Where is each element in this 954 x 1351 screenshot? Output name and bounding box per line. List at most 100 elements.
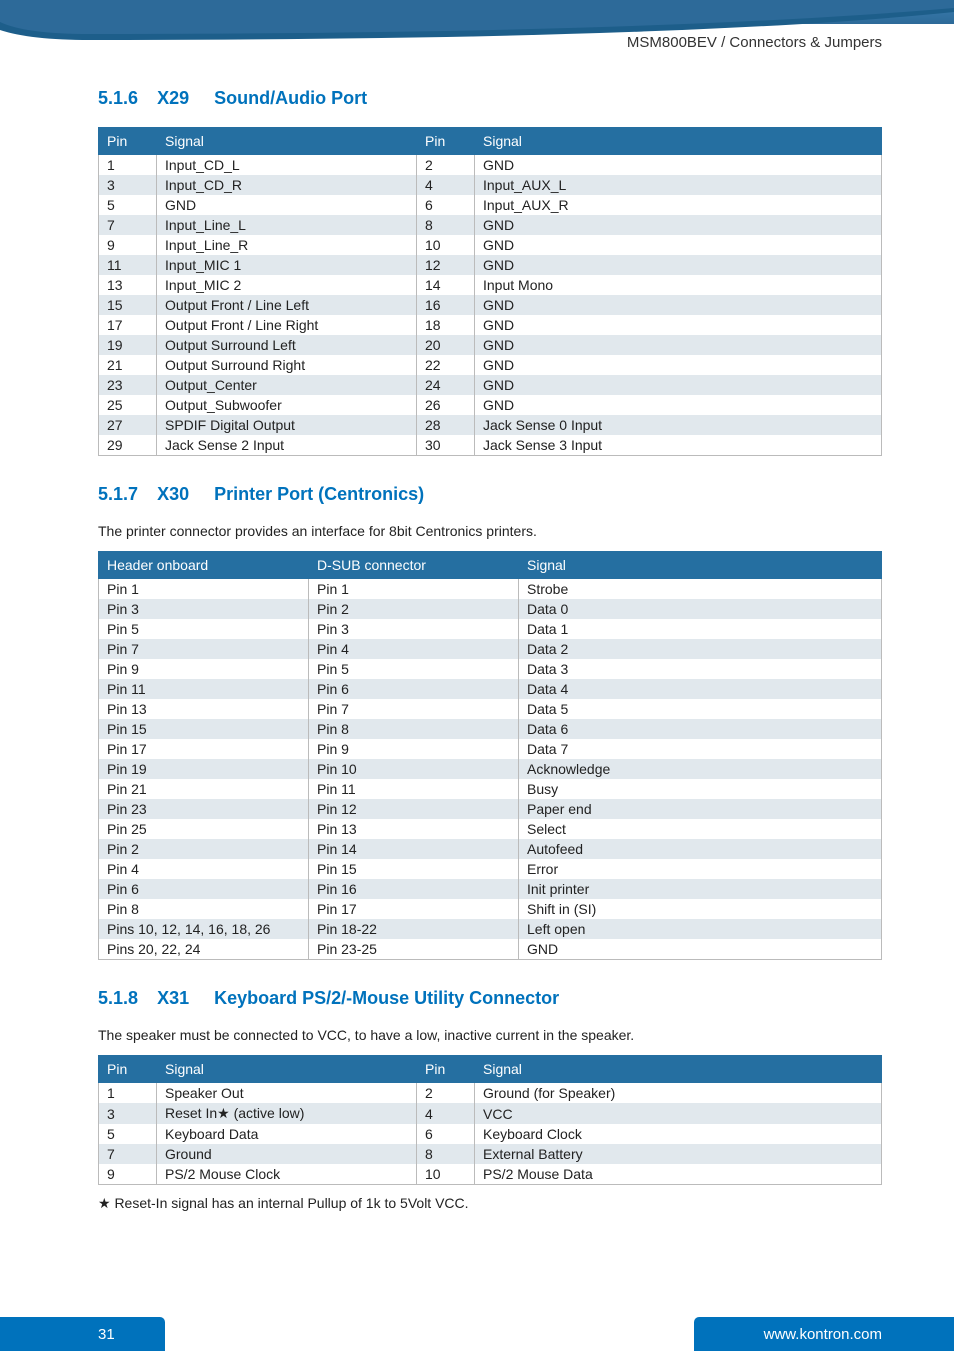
- dsub-cell: Pin 9: [309, 739, 519, 759]
- table-row: Pin 6Pin 16Init printer: [99, 879, 882, 899]
- dsub-cell: Pin 11: [309, 779, 519, 799]
- signal-cell: GND: [475, 375, 882, 395]
- table-x31: Pin Signal Pin Signal 1Speaker Out2Groun…: [98, 1055, 882, 1185]
- pin-cell: 19: [99, 335, 157, 355]
- header-onboard-cell: Pin 23: [99, 799, 309, 819]
- signal-cell: External Battery: [475, 1144, 882, 1164]
- col-pin: Pin: [99, 128, 157, 155]
- dsub-cell: Pin 6: [309, 679, 519, 699]
- pin-cell: 11: [99, 255, 157, 275]
- pin-cell: 2: [417, 1083, 475, 1104]
- table-row: Pin 4Pin 15Error: [99, 859, 882, 879]
- dsub-cell: Pin 5: [309, 659, 519, 679]
- table-row: 23Output_Center24GND: [99, 375, 882, 395]
- signal-cell: Data 1: [519, 619, 882, 639]
- col-dsub: D-SUB connector: [309, 552, 519, 579]
- pin-cell: 16: [417, 295, 475, 315]
- section-code: X29: [157, 88, 189, 108]
- signal-cell: Ground (for Speaker): [475, 1083, 882, 1104]
- pin-cell: 25: [99, 395, 157, 415]
- signal-cell: Data 0: [519, 599, 882, 619]
- section-code: X31: [157, 988, 189, 1008]
- signal-cell: Busy: [519, 779, 882, 799]
- table-row: 5GND6Input_AUX_R: [99, 195, 882, 215]
- dsub-cell: Pin 23-25: [309, 939, 519, 960]
- table-row: 9PS/2 Mouse Clock10PS/2 Mouse Data: [99, 1164, 882, 1185]
- signal-cell: GND: [475, 315, 882, 335]
- pin-cell: 20: [417, 335, 475, 355]
- dsub-cell: Pin 3: [309, 619, 519, 639]
- signal-cell: Shift in (SI): [519, 899, 882, 919]
- signal-cell: Input_AUX_L: [475, 175, 882, 195]
- table-row: Pin 23Pin 12Paper end: [99, 799, 882, 819]
- header-onboard-cell: Pin 9: [99, 659, 309, 679]
- header-onboard-cell: Pins 10, 12, 14, 16, 18, 26: [99, 919, 309, 939]
- table-row: Pin 8Pin 17Shift in (SI): [99, 899, 882, 919]
- page-content: 5.1.6 X29 Sound/Audio Port Pin Signal Pi…: [98, 88, 882, 1212]
- signal-cell: VCC: [475, 1103, 882, 1124]
- pin-cell: 8: [417, 1144, 475, 1164]
- pin-cell: 14: [417, 275, 475, 295]
- table-row: Pin 2Pin 14Autofeed: [99, 839, 882, 859]
- table-row: Pin 1Pin 1Strobe: [99, 579, 882, 600]
- pin-cell: 5: [99, 195, 157, 215]
- signal-cell: Input_Line_L: [157, 215, 417, 235]
- signal-cell: GND: [519, 939, 882, 960]
- table-row: Pin 5Pin 3Data 1: [99, 619, 882, 639]
- pin-cell: 10: [417, 235, 475, 255]
- signal-cell: Output Surround Right: [157, 355, 417, 375]
- dsub-cell: Pin 16: [309, 879, 519, 899]
- col-signal: Signal: [157, 128, 417, 155]
- col-header-onboard: Header onboard: [99, 552, 309, 579]
- table-row: 7Input_Line_L8GND: [99, 215, 882, 235]
- signal-cell: Ground: [157, 1144, 417, 1164]
- header-onboard-cell: Pin 7: [99, 639, 309, 659]
- header-onboard-cell: Pin 19: [99, 759, 309, 779]
- signal-cell: Left open: [519, 919, 882, 939]
- col-pin2: Pin: [417, 1056, 475, 1083]
- signal-cell: GND: [475, 335, 882, 355]
- pin-cell: 4: [417, 175, 475, 195]
- table-row: Pin 25Pin 13Select: [99, 819, 882, 839]
- signal-cell: Output Surround Left: [157, 335, 417, 355]
- signal-cell: GND: [475, 355, 882, 375]
- pin-cell: 13: [99, 275, 157, 295]
- table-row: 3Reset In★ (active low)4VCC: [99, 1103, 882, 1124]
- signal-cell: GND: [475, 215, 882, 235]
- table-row: 5Keyboard Data6Keyboard Clock: [99, 1124, 882, 1144]
- signal-cell: Init printer: [519, 879, 882, 899]
- section-num: 5.1.8: [98, 988, 138, 1008]
- signal-cell: Strobe: [519, 579, 882, 600]
- signal-cell: Jack Sense 0 Input: [475, 415, 882, 435]
- table-row: Pin 3Pin 2Data 0: [99, 599, 882, 619]
- signal-cell: Data 5: [519, 699, 882, 719]
- pin-cell: 21: [99, 355, 157, 375]
- col-pin: Pin: [99, 1056, 157, 1083]
- col-pin2: Pin: [417, 128, 475, 155]
- dsub-cell: Pin 12: [309, 799, 519, 819]
- signal-cell: Acknowledge: [519, 759, 882, 779]
- table-row: 1Input_CD_L2GND: [99, 155, 882, 176]
- table-row: 1Speaker Out2Ground (for Speaker): [99, 1083, 882, 1104]
- table-row: 27SPDIF Digital Output28Jack Sense 0 Inp…: [99, 415, 882, 435]
- signal-cell: Data 7: [519, 739, 882, 759]
- col-signal: Signal: [519, 552, 882, 579]
- signal-cell: GND: [475, 395, 882, 415]
- section-num: 5.1.6: [98, 88, 138, 108]
- header-onboard-cell: Pin 21: [99, 779, 309, 799]
- table-row: Pin 17Pin 9Data 7: [99, 739, 882, 759]
- table-row: 13Input_MIC 214Input Mono: [99, 275, 882, 295]
- table-row: 17Output Front / Line Right18GND: [99, 315, 882, 335]
- signal-cell: PS/2 Mouse Data: [475, 1164, 882, 1185]
- signal-cell: Error: [519, 859, 882, 879]
- dsub-cell: Pin 7: [309, 699, 519, 719]
- header-onboard-cell: Pin 8: [99, 899, 309, 919]
- signal-cell: GND: [475, 235, 882, 255]
- section3-footnote: ★ Reset-In signal has an internal Pullup…: [98, 1195, 882, 1212]
- pin-cell: 27: [99, 415, 157, 435]
- dsub-cell: Pin 10: [309, 759, 519, 779]
- signal-cell: Input_Line_R: [157, 235, 417, 255]
- signal-cell: Data 6: [519, 719, 882, 739]
- signal-cell: Input_CD_L: [157, 155, 417, 176]
- dsub-cell: Pin 1: [309, 579, 519, 600]
